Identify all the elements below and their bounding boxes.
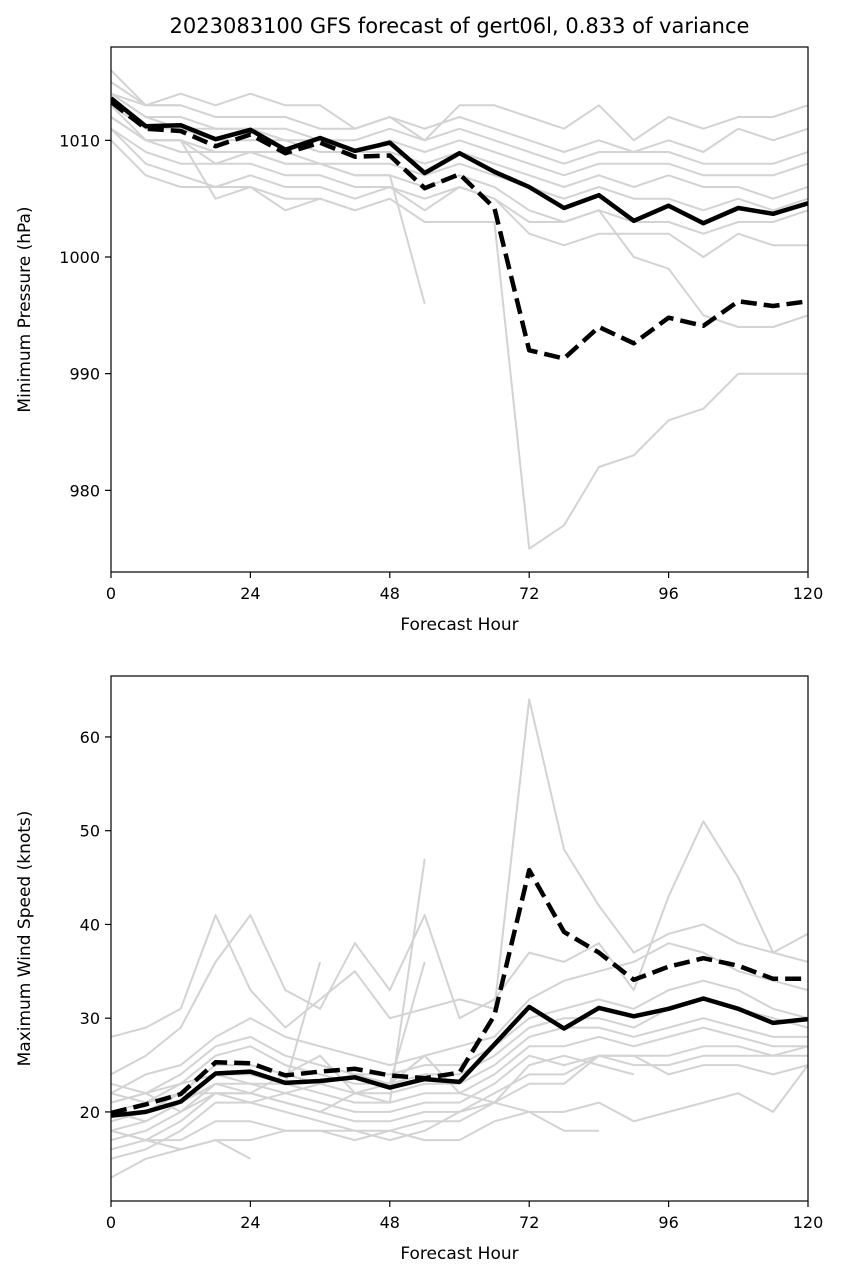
y-axis-label: Maximum Wind Speed (knots) <box>15 811 35 1067</box>
y-tick-label: 980 <box>69 481 100 500</box>
dashed-series-line <box>111 867 808 1116</box>
x-tick-label: 0 <box>106 584 116 603</box>
member-line-3 <box>111 81 808 153</box>
y-tick-label: 1000 <box>59 248 100 267</box>
member-line-13 <box>111 92 181 107</box>
y-tick-label: 50 <box>80 822 100 841</box>
plot-frame <box>110 46 809 573</box>
member-line-10 <box>111 127 808 328</box>
member-line-8 <box>111 116 808 235</box>
wind-chart: 0 24 48 72 96 120 20 30 40 50 60 Forecast Hour Maxim… <box>15 675 824 1264</box>
x-tick-label: 24 <box>240 1213 260 1232</box>
x-tick-label: 48 <box>380 1213 400 1232</box>
x-tick-label: 72 <box>519 584 539 603</box>
x-tick-label: 0 <box>106 1213 116 1232</box>
x-axis-label: Forecast Hour <box>400 1244 518 1264</box>
solid-series-line <box>111 996 808 1118</box>
y-tick-label: 30 <box>80 1009 100 1028</box>
member-line-5 <box>111 92 808 177</box>
y-tick-label: 990 <box>69 365 100 384</box>
member-line-11 <box>111 139 808 550</box>
series-group <box>111 698 808 1179</box>
member-line-11 <box>111 1045 808 1160</box>
x-axis-label: Forecast Hour <box>400 615 518 635</box>
member-line-2 <box>111 69 808 142</box>
solid-series-line <box>111 96 808 226</box>
y-axis-label: Minimum Pressure (hPa) <box>15 206 35 412</box>
pressure-chart: 0 24 48 72 96 120 980 990 1000 1010 Forecast Hour M… <box>15 14 823 635</box>
y-tick-label: 20 <box>80 1103 100 1122</box>
x-tick-label: 48 <box>380 584 400 603</box>
y-tick-label: 40 <box>80 915 100 934</box>
x-tick-label: 96 <box>658 1213 678 1232</box>
member-line-4 <box>111 942 808 1095</box>
member-line-12 <box>111 104 356 212</box>
member-line-12 <box>111 1064 808 1179</box>
series-group <box>111 69 808 550</box>
y-tick-label: 1010 <box>59 131 100 150</box>
member-line-9 <box>111 1054 808 1142</box>
x-tick-label: 72 <box>519 1213 539 1232</box>
x-tick-label: 96 <box>658 584 678 603</box>
y-tick-label: 60 <box>80 728 100 747</box>
member-line-14 <box>111 116 426 304</box>
x-tick-label: 24 <box>240 584 260 603</box>
chart-title: 2023083100 GFS forecast of gert06l, 0.83… <box>170 14 750 38</box>
member-line-5 <box>111 979 808 1104</box>
member-line-18 <box>111 1054 635 1104</box>
x-tick-label: 120 <box>793 584 824 603</box>
x-tick-label: 120 <box>793 1213 824 1232</box>
plot-frame <box>110 675 809 1202</box>
member-line-3 <box>111 820 808 1076</box>
member-line-2 <box>111 698 808 1038</box>
member-line-13 <box>111 1101 599 1142</box>
dashed-series-line <box>111 100 808 361</box>
member-line-17 <box>111 1129 251 1160</box>
